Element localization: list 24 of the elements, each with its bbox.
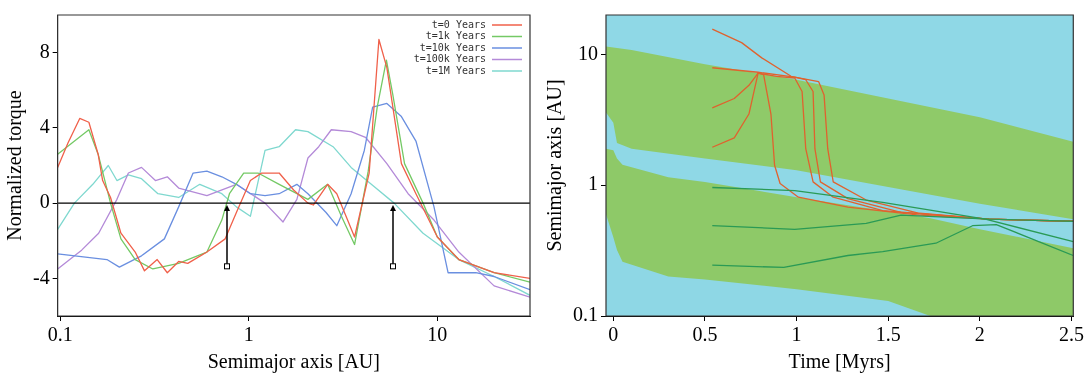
legend-label: t=10k Years (419, 41, 486, 53)
y-tick-label: 10 (578, 41, 598, 64)
x-tick-label: 2.5 (1058, 323, 1084, 346)
legend-label: t=100k Years (413, 53, 486, 65)
x-tick-label: 0 (608, 323, 619, 346)
x-axis-title: Semimajor axis [AU] (207, 350, 380, 374)
x-tick-label: 2 (974, 323, 985, 346)
x-tick-label: 1.5 (875, 323, 901, 346)
legend-label: t=1M Years (425, 64, 486, 76)
x-tick-label: 1 (791, 323, 802, 346)
y-tick-label: 1 (588, 172, 598, 195)
y-tick-label: 0 (39, 190, 50, 213)
y-tick-label: -4 (32, 265, 50, 288)
y-tick-label: 4 (39, 115, 50, 138)
y-axis-title: Normalized torque (3, 90, 27, 241)
y-tick-label: 8 (39, 39, 50, 62)
y-axis-title: Semimajor axis [AU] (543, 79, 567, 252)
y-tick-label: 0.1 (573, 303, 598, 326)
legend-label: t=0 Years (431, 18, 486, 30)
x-tick-label: 0.5 (692, 323, 718, 346)
legend-label: t=1k Years (425, 30, 486, 42)
x-axis-title: Time [Myrs] (788, 350, 891, 374)
x-tick-label: 1 (243, 323, 254, 346)
x-tick-label: 10 (427, 323, 448, 346)
